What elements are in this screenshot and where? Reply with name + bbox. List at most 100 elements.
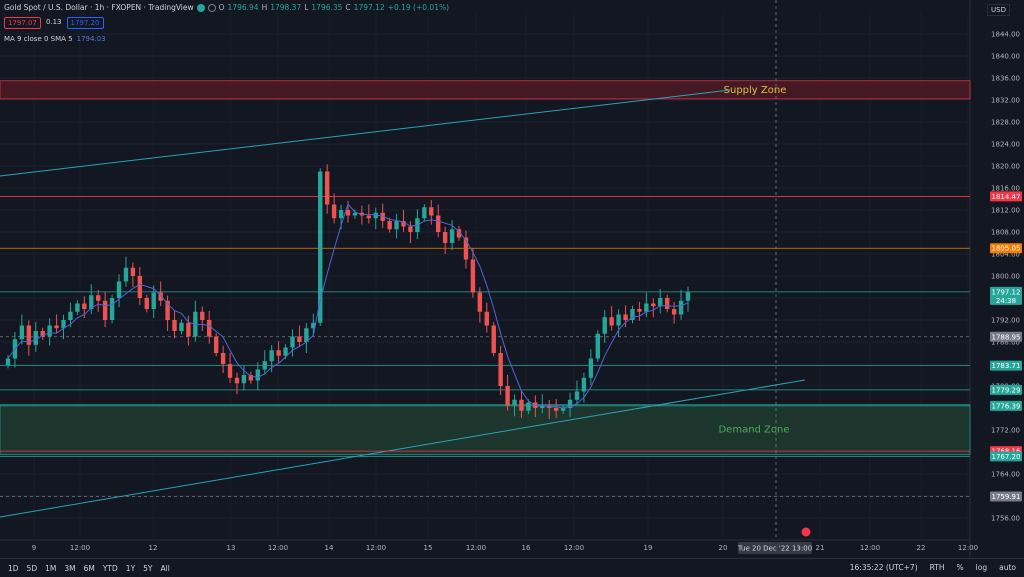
candle-body [623,314,628,320]
percent-button[interactable]: % [956,563,964,572]
x-tick-label: 9 [32,544,36,552]
zone-label: Demand Zone [718,425,789,436]
y-tick-label: 1816.00 [991,185,1020,193]
y-tick-label: 1832.00 [991,97,1020,105]
auto-button[interactable]: auto [999,563,1016,572]
tf-6m[interactable]: 6M [83,563,95,573]
candle-body [19,325,25,340]
y-tick-label: 1764.00 [991,471,1020,479]
y-tick-label: 1844.00 [991,31,1020,39]
candle-body [429,207,434,216]
tf-all[interactable]: All [160,563,170,573]
candle-body [574,391,580,400]
candle-body [241,375,247,384]
candle-body [588,358,594,378]
chart-legend: Gold Spot / U.S. Dollar · 1h · FXOPEN · … [4,3,449,12]
ma-line [7,202,689,409]
candle-body [324,171,330,205]
candle-body [442,232,448,243]
candle-body [130,267,136,276]
tf-1m[interactable]: 1M [45,563,57,573]
candle-body [96,295,101,301]
candle-body [449,229,455,243]
event-marker-icon [801,527,811,537]
ma-label: MA 9 close 0 SMA 5 [4,35,73,43]
session-button[interactable]: RTH [929,563,945,572]
candle-body [491,325,496,353]
x-tick-label: 19 [644,544,653,552]
clock[interactable]: 16:35:22 (UTC+7) [849,563,918,572]
open-value: 1796.94 [227,3,259,12]
candle-body [616,314,621,326]
market-open-icon [196,3,205,12]
candle-body [394,221,399,230]
candle-body [255,369,260,381]
candle-body [269,350,274,362]
price-line-tag [990,331,1022,342]
eye-icon[interactable] [207,3,216,12]
candle-body [40,331,45,337]
trade-buttons: 1797.07 0.13 1797.20 [4,17,104,29]
x-tick-label: 12:00 [860,544,880,552]
low-value: 1796.35 [311,3,343,12]
candle-body [512,399,517,406]
tf-ytd[interactable]: YTD [102,563,118,573]
x-tick-label: 16 [522,544,531,552]
candle-body [408,226,413,232]
candle-body [685,291,691,301]
x-tick-label: 22 [917,544,926,552]
log-button[interactable]: log [975,563,988,572]
x-tick-label: 12:00 [564,544,584,552]
candle-body [630,309,635,320]
tf-1y[interactable]: 1Y [125,563,136,573]
x-tick-label: 12 [149,544,158,552]
x-tick-label: 21 [816,544,825,552]
tf-5y[interactable]: 5Y [143,563,153,573]
candle-body [123,267,129,282]
candle-body [380,212,385,221]
candle-body [144,298,149,309]
candle-body [82,303,87,309]
symbol-title[interactable]: Gold Spot / U.S. Dollar · 1h · FXOPEN · … [4,3,194,12]
sell-button[interactable]: 1797.07 [4,17,41,29]
candle-body [248,375,254,381]
candle-body [345,210,351,216]
candle-body [540,405,545,408]
high-label: H [261,3,268,12]
price-line-tag [990,191,1022,202]
candle-body [89,295,94,309]
high-value: 1798.37 [270,3,302,12]
candle-body [75,303,80,312]
y-tick-label: 1792.00 [991,317,1020,325]
x-tick-label: 12:00 [366,544,386,552]
bottom-toolbar: 1D 5D 1M 3M 6M YTD 1Y 5Y All 16:35:22 (U… [0,558,1024,577]
price-line-tag [990,286,1022,305]
candle-body [422,207,427,219]
crosshair-time-label: Tue 20 Dec '22 13:00 [737,545,812,553]
candle-body [172,320,177,331]
candle-body [47,325,52,337]
y-tick-label: 1820.00 [991,163,1020,171]
tf-5d[interactable]: 5D [26,563,38,573]
lower-trendline [0,379,806,518]
tf-1d[interactable]: 1D [8,563,19,573]
buy-button[interactable]: 1797.20 [66,17,104,29]
tf-3m[interactable]: 3M [64,563,76,573]
candle-body [227,364,233,378]
currency-selector[interactable]: USD [987,4,1010,16]
price-line-sublabel: 24:38 [996,297,1016,305]
y-tick-label: 1808.00 [991,229,1020,237]
candle-body [463,237,469,260]
candle-body [68,311,73,320]
x-tick-label: 14 [325,544,334,552]
y-tick-label: 1800.00 [991,273,1020,281]
candle-body [234,377,240,384]
ma-legend[interactable]: MA 9 close 0 SMA 5 1794.03 [4,35,106,43]
candle-body [304,328,309,342]
candle-body [567,399,573,408]
candle-body [498,353,503,386]
spread-value: 0.13 [45,18,62,26]
candle-body [387,221,392,230]
candle-body [151,292,156,309]
